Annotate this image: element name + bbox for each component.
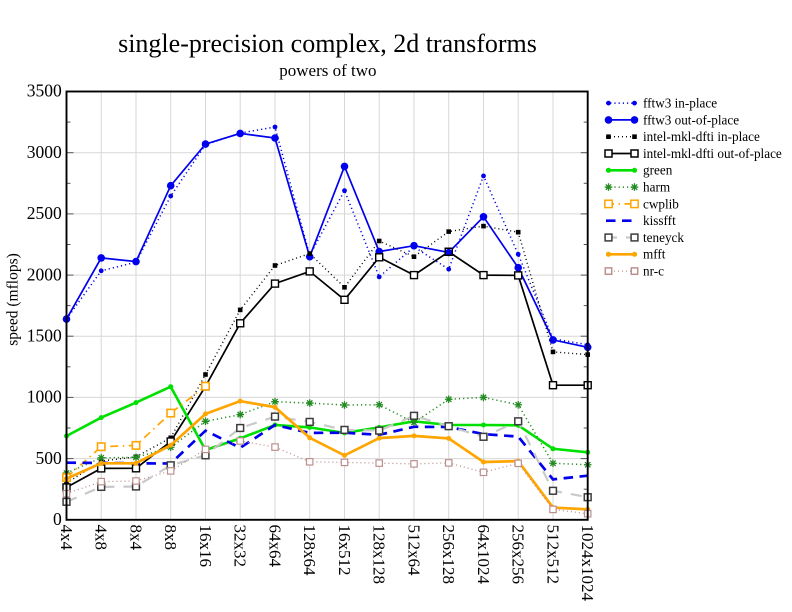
svg-text:16x512: 16x512	[335, 525, 354, 576]
svg-text:16x16: 16x16	[196, 525, 215, 568]
svg-text:512x64: 512x64	[405, 525, 424, 577]
svg-text:128x128: 128x128	[370, 525, 389, 585]
svg-text:1000: 1000	[27, 387, 62, 407]
svg-text:256x128: 256x128	[439, 525, 458, 585]
svg-text:8x8: 8x8	[161, 525, 180, 551]
svg-text:512x512: 512x512	[544, 525, 563, 585]
svg-text:3500: 3500	[27, 81, 62, 101]
svg-text:64x1024: 64x1024	[474, 525, 493, 585]
svg-text:green: green	[643, 163, 673, 178]
svg-text:8x4: 8x4	[127, 525, 146, 551]
svg-text:mfft: mfft	[643, 247, 666, 262]
svg-text:teneyck: teneyck	[643, 230, 684, 245]
svg-text:500: 500	[36, 448, 63, 468]
svg-text:2500: 2500	[27, 203, 62, 223]
svg-text:256x256: 256x256	[509, 525, 528, 585]
svg-text:32x32: 32x32	[231, 525, 250, 568]
svg-text:64x64: 64x64	[266, 525, 285, 568]
svg-text:4x4: 4x4	[57, 525, 76, 551]
svg-text:fftw3 out-of-place: fftw3 out-of-place	[643, 112, 739, 127]
svg-text:4x8: 4x8	[92, 525, 111, 551]
svg-text:fftw3 in-place: fftw3 in-place	[643, 96, 717, 111]
svg-text:nr-c: nr-c	[643, 264, 664, 279]
svg-text:intel-mkl-dfti out-of-place: intel-mkl-dfti out-of-place	[643, 146, 782, 161]
svg-text:0: 0	[53, 509, 62, 529]
svg-text:intel-mkl-dfti in-place: intel-mkl-dfti in-place	[643, 129, 760, 144]
svg-text:3000: 3000	[27, 142, 62, 162]
svg-text:1500: 1500	[27, 325, 62, 345]
svg-text:speed (mflops): speed (mflops)	[5, 253, 22, 346]
svg-text:2000: 2000	[27, 264, 62, 284]
svg-text:powers of two: powers of two	[279, 61, 376, 80]
svg-text:single-precision complex, 2d t: single-precision complex, 2d transforms	[118, 29, 537, 58]
svg-text:cwplib: cwplib	[643, 196, 679, 211]
svg-text:kissfft: kissfft	[643, 213, 676, 228]
svg-text:harm: harm	[643, 180, 671, 195]
svg-text:1024x1024: 1024x1024	[578, 525, 597, 602]
svg-text:128x64: 128x64	[300, 525, 319, 577]
